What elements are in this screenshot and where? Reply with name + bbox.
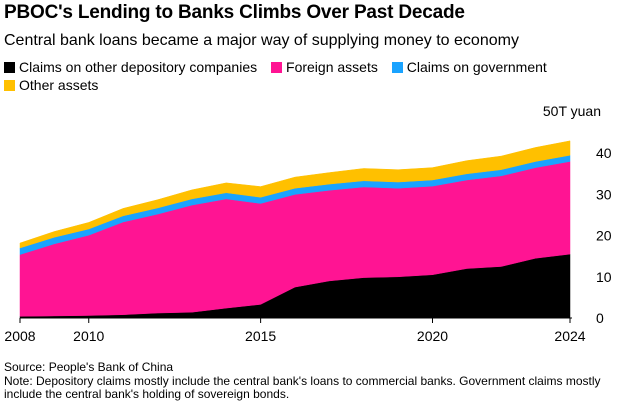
legend: Claims on other depository companies For… (4, 58, 604, 94)
footer: Source: People's Bank of China Note: Dep… (4, 360, 614, 402)
legend-label-other: Other assets (19, 77, 99, 93)
x-axis: 2008 2010 2015 2020 2024 (4, 317, 586, 344)
area-other-assets (19, 140, 571, 249)
legend-label-government: Claims on government (406, 59, 547, 75)
legend-item-depository: Claims on other depository companies (4, 58, 257, 76)
area-layers (19, 140, 571, 319)
y-tick-label: 20 (596, 228, 612, 244)
source-text: Source: People's Bank of China (4, 360, 174, 374)
chart-subtitle: Central bank loans became a major way of… (4, 32, 519, 49)
chart-title: PBOC's Lending to Banks Climbs Over Past… (4, 2, 465, 23)
legend-swatch-other (4, 80, 15, 91)
legend-label-depository: Claims on other depository companies (19, 59, 258, 75)
y-tick-label: 40 (596, 145, 612, 161)
legend-swatch-depository (4, 62, 15, 73)
y-tick-label: 10 (596, 269, 612, 285)
y-tick-label: 0 (596, 310, 604, 326)
legend-swatch-government (391, 62, 403, 73)
note-text: Note: Depository claims mostly include t… (4, 373, 601, 402)
legend-item-foreign: Foreign assets (271, 58, 378, 76)
x-tick-label: 2010 (73, 328, 104, 344)
x-tick-label: 2008 (4, 328, 35, 344)
legend-item-government: Claims on government (391, 58, 547, 76)
legend-item-other: Other assets (4, 76, 98, 94)
x-tick-label: 2020 (417, 328, 448, 344)
x-tick-label: 2015 (245, 328, 276, 344)
y-tick-label: 50T yuan (543, 103, 601, 119)
legend-label-foreign: Foreign assets (286, 59, 378, 75)
y-axis: 0 10 20 30 40 50T yuan (543, 103, 612, 326)
x-tick-label: 2024 (554, 328, 585, 344)
y-tick-label: 30 (596, 186, 612, 202)
legend-swatch-foreign (271, 62, 283, 73)
